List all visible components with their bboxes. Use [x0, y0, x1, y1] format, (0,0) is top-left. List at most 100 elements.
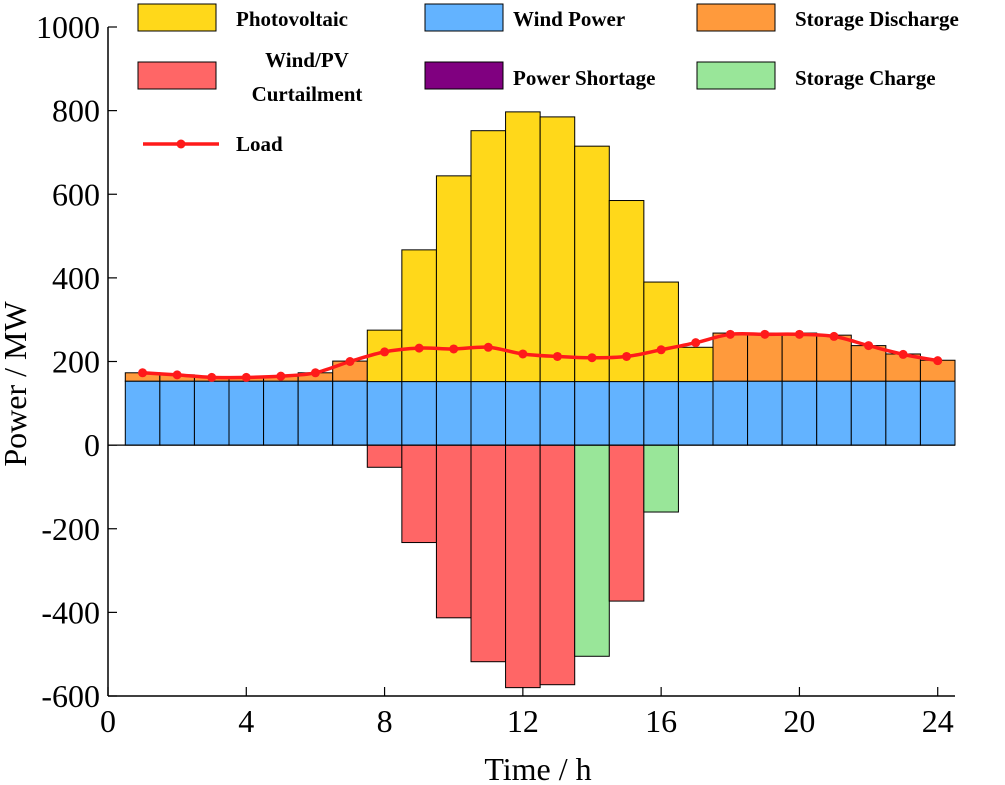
bar-discharge-h21 — [816, 334, 852, 382]
bar-wind-h19 — [747, 380, 783, 446]
load-point-h16 — [656, 345, 666, 355]
bar-pv-h9 — [401, 249, 437, 383]
bar-pv-h13 — [539, 116, 576, 383]
bar-wind-h20 — [781, 380, 818, 446]
y-tick-label-400: 400 — [52, 260, 100, 296]
bar-pv-h16 — [643, 281, 679, 383]
bar-charge-h16 — [643, 444, 679, 513]
bar-pv-h14 — [574, 145, 610, 383]
x-tick-label-16: 16 — [645, 703, 677, 739]
legend-label-power-shortage: Power Shortage — [513, 66, 656, 90]
bar-pv-h11 — [470, 130, 507, 383]
load-point-h9 — [414, 343, 424, 353]
load-point-h24 — [933, 356, 943, 366]
legend-label-load: Load — [236, 132, 283, 156]
y-tick-label-200: 200 — [52, 344, 100, 380]
y-tick-label--400: -400 — [41, 594, 100, 630]
bar-curtail-h13 — [539, 444, 576, 686]
load-point-h12 — [518, 349, 528, 359]
bar-curtail-h15 — [608, 444, 645, 602]
legend-label-curtailment-line2: Curtailment — [252, 82, 363, 106]
y-tick-label--600: -600 — [41, 678, 100, 714]
load-point-h13 — [552, 351, 562, 361]
load-point-h5 — [276, 371, 286, 381]
bar-wind-h17 — [677, 381, 714, 446]
bar-curtail-h8 — [366, 444, 403, 468]
load-point-h22 — [864, 341, 874, 351]
bar-wind-h15 — [608, 381, 645, 446]
bar-pv-h15 — [608, 200, 645, 383]
y-tick-label--200: -200 — [41, 511, 100, 547]
load-point-h19 — [760, 329, 770, 339]
load-point-h18 — [725, 329, 735, 339]
bar-wind-h8 — [366, 381, 403, 446]
legend-label-wind-power: Wind Power — [513, 7, 625, 31]
bar-wind-h24 — [919, 380, 956, 446]
legend-label-storage-discharge: Storage Discharge — [795, 7, 959, 31]
load-point-h10 — [449, 344, 459, 354]
legend-swatch-photovoltaic — [137, 3, 217, 32]
bar-wind-h21 — [816, 380, 852, 446]
load-point-h8 — [380, 347, 390, 357]
bar-wind-h4 — [228, 380, 265, 446]
bar-wind-h16 — [643, 381, 679, 446]
x-tick-label-0: 0 — [100, 703, 116, 739]
bar-curtail-h11 — [470, 444, 507, 663]
bar-curtail-h10 — [435, 444, 472, 619]
bar-curtail-h9 — [401, 444, 437, 544]
load-point-h7 — [345, 357, 355, 366]
legend-swatch-curtailment — [137, 61, 217, 90]
legend-swatch-storage-discharge — [696, 3, 776, 32]
bar-wind-h9 — [401, 381, 437, 446]
ticks-group: 0 4 8 12 16 20 24 -600 -400 -200 0 200 400 600 800 1000 — [36, 9, 954, 739]
load-point-h4 — [241, 372, 251, 382]
legend: Photovoltaic Wind Power Storage Discharg… — [137, 3, 959, 156]
bar-discharge-h18 — [712, 332, 749, 382]
legend-marker-load — [176, 139, 186, 149]
load-point-h23 — [898, 349, 908, 359]
bar-wind-h2 — [159, 380, 195, 446]
bar-discharge-h19 — [747, 332, 783, 382]
load-point-h15 — [622, 351, 632, 361]
load-point-h1 — [138, 368, 148, 378]
bar-wind-h18 — [712, 380, 749, 446]
bar-wind-h13 — [539, 381, 576, 446]
y-tick-label-600: 600 — [52, 176, 100, 212]
legend-swatch-power-shortage — [424, 61, 504, 90]
bar-wind-h12 — [505, 381, 541, 446]
bar-charge-h14 — [574, 444, 610, 657]
load-point-h20 — [794, 329, 804, 339]
load-point-h17 — [691, 338, 701, 348]
bar-pv-h17 — [677, 346, 714, 383]
legend-label-photovoltaic: Photovoltaic — [236, 7, 348, 31]
load-point-h2 — [172, 370, 182, 380]
x-tick-label-24: 24 — [922, 703, 954, 739]
load-point-h14 — [587, 353, 597, 363]
load-point-h11 — [483, 342, 493, 352]
x-tick-label-8: 8 — [377, 703, 393, 739]
bar-wind-h11 — [470, 381, 507, 446]
bars-group — [124, 111, 956, 689]
bar-discharge-h20 — [781, 332, 818, 382]
x-tick-label-4: 4 — [238, 703, 254, 739]
x-tick-label-12: 12 — [507, 703, 539, 739]
bar-wind-h14 — [574, 381, 610, 446]
legend-label-curtailment-line1: Wind/PV — [265, 48, 349, 72]
load-point-h3 — [207, 372, 217, 382]
bar-wind-h22 — [850, 380, 887, 446]
x-axis-title: Time / h — [484, 751, 591, 785]
bar-wind-h5 — [263, 380, 299, 446]
legend-swatch-wind-power — [424, 3, 504, 32]
bar-wind-h3 — [193, 380, 230, 446]
bar-wind-h1 — [124, 380, 161, 446]
bar-wind-h10 — [435, 381, 472, 446]
bar-wind-h23 — [885, 380, 921, 446]
y-tick-label-0: 0 — [84, 427, 100, 463]
load-point-h6 — [310, 368, 320, 378]
y-tick-label-1000: 1000 — [36, 9, 100, 45]
legend-swatch-storage-charge — [696, 61, 776, 90]
bar-discharge-h22 — [850, 345, 887, 382]
x-tick-label-20: 20 — [783, 703, 815, 739]
bar-curtail-h12 — [505, 444, 541, 689]
